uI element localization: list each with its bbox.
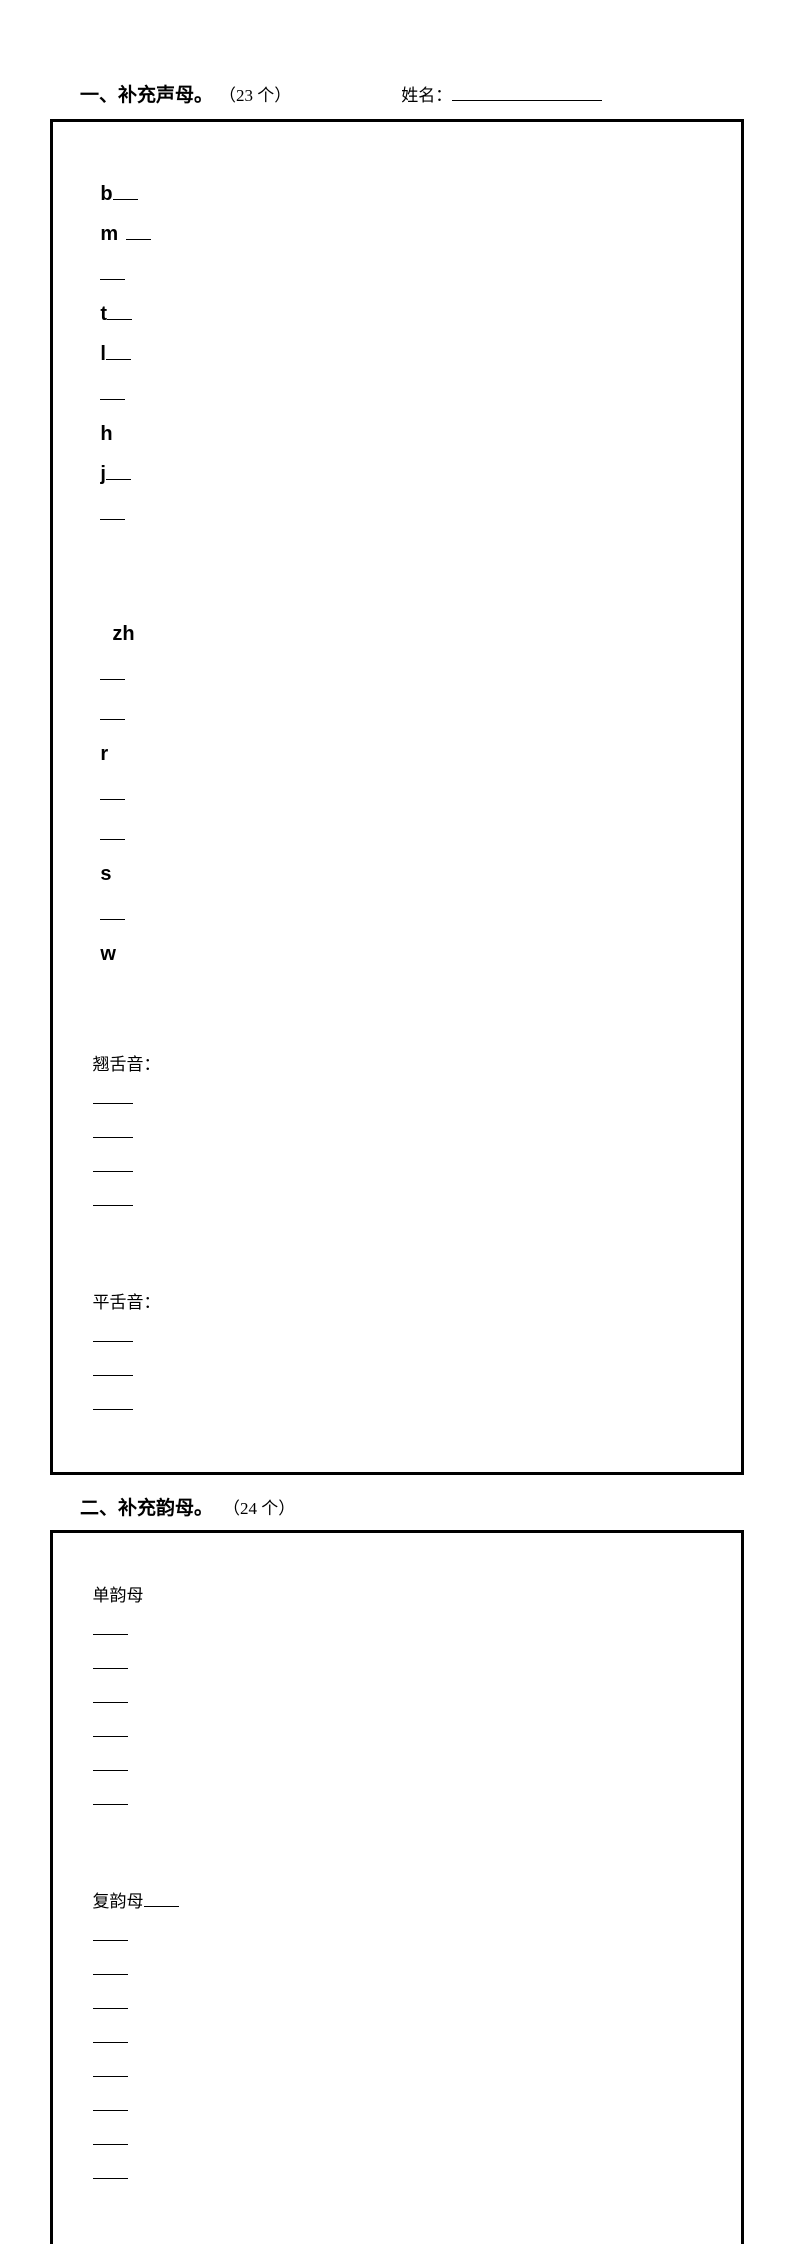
blank[interactable] [100, 819, 125, 840]
letter-w: w [100, 943, 116, 965]
letter-r: r [100, 743, 108, 765]
blank[interactable] [93, 1358, 133, 1376]
blank[interactable] [93, 1719, 128, 1737]
section2-count: （24 个） [223, 1499, 295, 1518]
blank[interactable] [100, 259, 125, 280]
blank[interactable] [106, 339, 131, 360]
simple-finals-label: 单韵母 [93, 1586, 144, 1605]
blank[interactable] [93, 1086, 133, 1104]
letter-h: h [100, 423, 112, 445]
blank[interactable] [93, 1651, 128, 1669]
blank[interactable] [126, 219, 151, 240]
section2-title: 二、补充韵母。 [80, 1498, 213, 1519]
blank[interactable] [93, 1787, 128, 1805]
blank[interactable] [100, 899, 125, 920]
compound-finals-label: 复韵母 [93, 1892, 144, 1911]
blank[interactable] [93, 1923, 128, 1941]
section1-count: （23 个） [219, 81, 291, 106]
blank[interactable] [106, 459, 131, 480]
compound-finals-row: 复韵母 [67, 1851, 727, 2225]
section2-header: 二、补充韵母。 （24 个） [50, 1493, 743, 1520]
letter-zh: zh [112, 623, 134, 645]
blank[interactable] [93, 2093, 128, 2111]
consonants-row2: zh r s w [67, 574, 727, 1014]
blank[interactable] [93, 1154, 133, 1172]
consonants-row1: b m t l h j [67, 134, 727, 574]
letter-m: m [100, 223, 118, 245]
flat-tongue-label: 平舌音： [93, 1293, 161, 1312]
blank[interactable] [93, 2127, 128, 2145]
blank[interactable] [93, 1991, 128, 2009]
blank[interactable] [100, 499, 125, 520]
blank[interactable] [93, 1324, 133, 1342]
blank[interactable] [93, 2025, 128, 2043]
blank[interactable] [93, 2059, 128, 2077]
flat-tongue-row: 平舌音： [67, 1252, 727, 1456]
blank[interactable] [93, 2161, 128, 2179]
section1-header: 一、补充声母。 （23 个） 姓名： [50, 80, 743, 107]
worksheet-page: 一、补充声母。 （23 个） 姓名： b m t l h j zh r s w [0, 0, 793, 2244]
front-nasal-row: 前鼻韵母 [67, 2225, 727, 2244]
simple-finals-row: 单韵母 [67, 1545, 727, 1851]
blank[interactable] [107, 299, 132, 320]
section1-title: 一、补充声母。 [80, 80, 213, 107]
blank[interactable] [93, 1120, 133, 1138]
letter-s: s [100, 863, 111, 885]
letter-t: t [100, 303, 107, 325]
blank[interactable] [93, 1753, 128, 1771]
name-label: 姓名： [401, 81, 452, 106]
blank[interactable] [100, 379, 125, 400]
blank[interactable] [113, 179, 138, 200]
blank[interactable] [93, 1685, 128, 1703]
section1-box: b m t l h j zh r s w 翘舌音： [50, 119, 744, 1475]
blank[interactable] [93, 1617, 128, 1635]
blank[interactable] [93, 1188, 133, 1206]
letter-b: b [100, 183, 112, 205]
retroflex-label: 翘舌音： [93, 1055, 161, 1074]
retroflex-row: 翘舌音： [67, 1014, 727, 1252]
blank[interactable] [144, 1889, 179, 1907]
blank[interactable] [100, 659, 125, 680]
blank[interactable] [93, 1957, 128, 1975]
name-input-line[interactable] [452, 100, 602, 101]
blank[interactable] [93, 1392, 133, 1410]
blank[interactable] [100, 779, 125, 800]
blank[interactable] [100, 699, 125, 720]
section2-box: 单韵母 复韵母 前鼻韵母 后鼻韵母 [50, 1530, 744, 2244]
